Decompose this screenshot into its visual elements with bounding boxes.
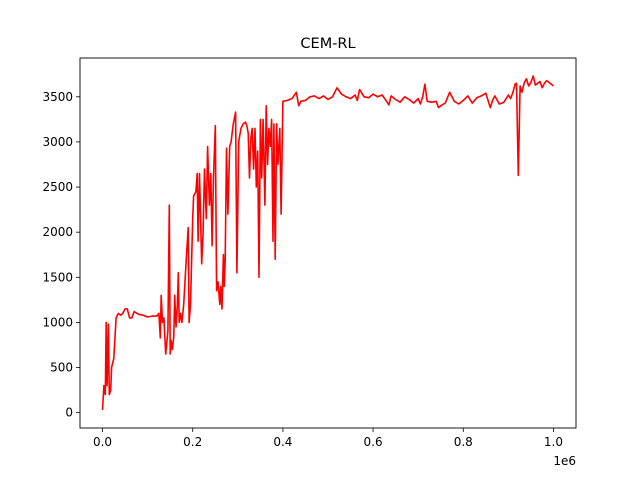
chart-title: CEM-RL	[300, 36, 355, 52]
y-tick-label: 1500	[42, 270, 73, 284]
y-tick-label: 3500	[42, 90, 73, 104]
x-tick-label: 0.4	[273, 435, 292, 449]
series-layer	[101, 75, 554, 411]
y-tick-label: 2000	[42, 225, 73, 239]
x-tick-label: 0.0	[93, 435, 112, 449]
x-tick-label: 0.8	[454, 435, 473, 449]
y-tick-label: 3000	[42, 135, 73, 149]
x-tick-label: 1.0	[544, 435, 563, 449]
y-tick-label: 1000	[42, 315, 73, 329]
y-axis: 0 500 1000 1500 2000 2500 3000 3500	[42, 90, 80, 420]
x-tick-label: 0.2	[183, 435, 202, 449]
y-tick-label: 2500	[42, 180, 73, 194]
y-tick-label: 500	[50, 361, 73, 375]
series-line-0	[101, 75, 554, 411]
plot-frame	[79, 57, 577, 429]
x-axis: 0.0 0.2 0.4 0.6 0.8 1.0	[93, 428, 563, 449]
y-tick-label: 0	[65, 406, 73, 420]
x-offset-label: 1e6	[553, 454, 576, 468]
x-tick-label: 0.6	[364, 435, 383, 449]
